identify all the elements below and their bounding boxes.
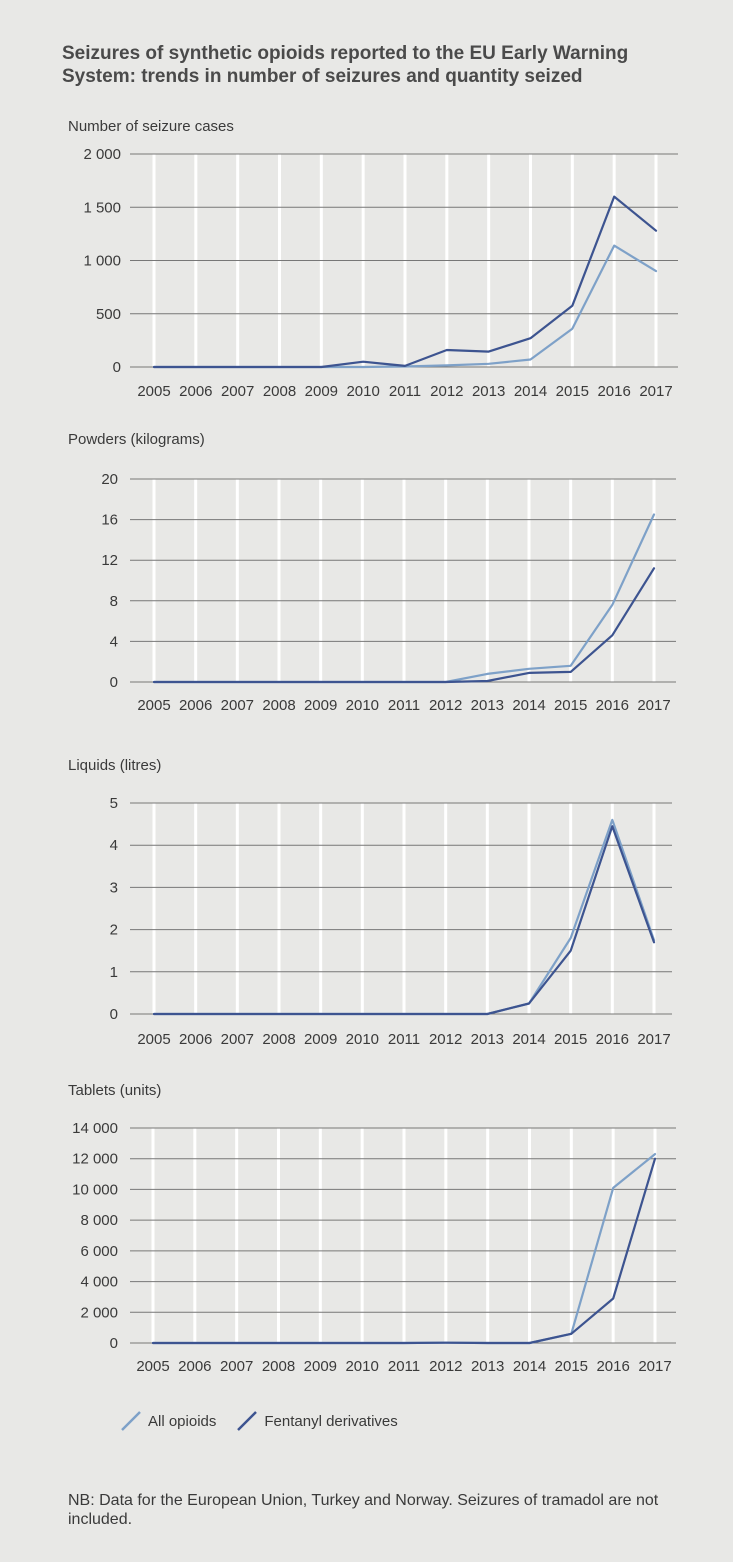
x-tick-label: 2009 — [304, 1031, 337, 1048]
legend-fentanyl-label: Fentanyl derivatives — [264, 1412, 398, 1430]
x-tick-label: 2016 — [596, 1358, 629, 1375]
x-tick-label: 2011 — [389, 383, 421, 400]
x-tick-label: 2006 — [179, 383, 212, 400]
chart-title: Seizures of synthetic opioids reported t… — [62, 43, 629, 87]
x-tick-label: 2012 — [429, 1031, 462, 1048]
y-tick-label: 12 — [101, 552, 118, 569]
y-tick-label: 4 000 — [80, 1274, 118, 1291]
panel-1-ylabel: Number of seizure cases — [68, 118, 234, 135]
y-tick-label: 20 — [101, 471, 118, 488]
x-tick-label: 2017 — [637, 697, 670, 714]
x-tick-label: 2008 — [262, 697, 295, 714]
legend-all-opioids-label: All opioids — [148, 1412, 217, 1430]
y-tick-label: 6 000 — [80, 1243, 118, 1260]
x-tick-label: 2013 — [471, 1031, 504, 1048]
x-tick-label: 2007 — [221, 697, 254, 714]
x-tick-label: 2010 — [346, 1031, 379, 1048]
x-tick-label: 2007 — [221, 383, 254, 400]
x-tick-label: 2005 — [137, 697, 170, 714]
y-tick-label: 4 — [110, 837, 118, 854]
x-tick-label: 2013 — [472, 383, 505, 400]
x-tick-label: 2015 — [556, 383, 589, 400]
x-tick-label: 2012 — [429, 1358, 462, 1375]
y-tick-label: 8 000 — [80, 1212, 118, 1229]
x-tick-label: 2016 — [596, 1031, 629, 1048]
series-line-fentanyl — [151, 1157, 657, 1345]
x-tick-label: 2014 — [514, 383, 547, 400]
x-tick-label: 2014 — [513, 1358, 546, 1375]
y-tick-label: 1 000 — [83, 253, 121, 270]
x-tick-label: 2008 — [262, 1358, 295, 1375]
fentanyl-swatch-icon — [237, 1411, 258, 1431]
y-tick-label: 4 — [110, 633, 118, 650]
x-tick-label: 2009 — [304, 697, 337, 714]
series-line-fentanyl — [152, 825, 656, 1016]
x-tick-label: 2014 — [512, 697, 545, 714]
y-tick-label: 0 — [113, 359, 121, 376]
series-line-fentanyl — [152, 567, 656, 684]
y-tick-label: 8 — [110, 593, 118, 610]
legend: All opioids Fentanyl derivatives — [120, 1408, 418, 1434]
y-tick-label: 0 — [110, 1006, 118, 1023]
x-tick-label: 2006 — [178, 1358, 211, 1375]
x-tick-label: 2013 — [471, 697, 504, 714]
y-tick-label: 1 — [110, 964, 118, 981]
y-tick-label: 1 500 — [83, 199, 121, 216]
x-tick-label: 2011 — [388, 697, 420, 714]
x-tick-label: 2009 — [305, 383, 338, 400]
legend-item-all-opioids: All opioids — [120, 1410, 216, 1432]
y-tick-label: 5 — [110, 795, 118, 812]
footnote: NB: Data for the European Union, Turkey … — [68, 1492, 659, 1528]
x-tick-label: 2008 — [263, 383, 296, 400]
panel-3-ylabel: Liquids (litres) — [68, 757, 162, 774]
x-tick-label: 2014 — [512, 1031, 545, 1048]
x-tick-label: 2005 — [137, 383, 170, 400]
y-tick-label: 0 — [110, 674, 118, 691]
y-tick-label: 16 — [101, 512, 118, 529]
x-tick-label: 2005 — [137, 1031, 170, 1048]
y-tick-label: 500 — [96, 306, 121, 323]
x-tick-label: 2017 — [639, 383, 672, 400]
x-tick-label: 2005 — [136, 1358, 169, 1375]
x-tick-label: 2010 — [346, 697, 379, 714]
x-tick-label: 2006 — [179, 697, 212, 714]
x-tick-label: 2017 — [638, 1358, 671, 1375]
panel-2-ylabel: Powders (kilograms) — [68, 431, 205, 448]
y-tick-label: 2 000 — [83, 146, 121, 163]
y-tick-label: 10 000 — [72, 1181, 118, 1198]
legend-item-fentanyl: Fentanyl derivatives — [236, 1410, 398, 1432]
x-tick-label: 2008 — [262, 1031, 295, 1048]
x-tick-label: 2009 — [304, 1358, 337, 1375]
series-line-fentanyl — [152, 195, 658, 369]
x-tick-label: 2013 — [471, 1358, 504, 1375]
y-tick-label: 2 — [110, 922, 118, 939]
y-tick-label: 12 000 — [72, 1151, 118, 1168]
x-tick-label: 2016 — [597, 383, 630, 400]
y-tick-label: 0 — [110, 1335, 118, 1352]
x-tick-label: 2017 — [637, 1031, 670, 1048]
x-tick-label: 2016 — [596, 697, 629, 714]
x-tick-label: 2010 — [346, 383, 379, 400]
x-tick-label: 2010 — [345, 1358, 378, 1375]
y-tick-label: 14 000 — [72, 1120, 118, 1137]
x-tick-label: 2015 — [555, 1358, 588, 1375]
y-tick-label: 2 000 — [80, 1304, 118, 1321]
x-tick-label: 2015 — [554, 1031, 587, 1048]
x-tick-label: 2012 — [430, 383, 463, 400]
all-opioids-swatch-icon — [121, 1411, 141, 1431]
x-tick-label: 2012 — [429, 697, 462, 714]
x-tick-label: 2007 — [220, 1358, 253, 1375]
panel-4-ylabel: Tablets (units) — [68, 1082, 162, 1099]
y-tick-label: 3 — [110, 879, 118, 896]
x-tick-label: 2007 — [221, 1031, 254, 1048]
x-tick-label: 2011 — [388, 1358, 420, 1375]
x-tick-label: 2015 — [554, 697, 587, 714]
x-tick-label: 2011 — [388, 1031, 420, 1048]
x-tick-label: 2006 — [179, 1031, 212, 1048]
